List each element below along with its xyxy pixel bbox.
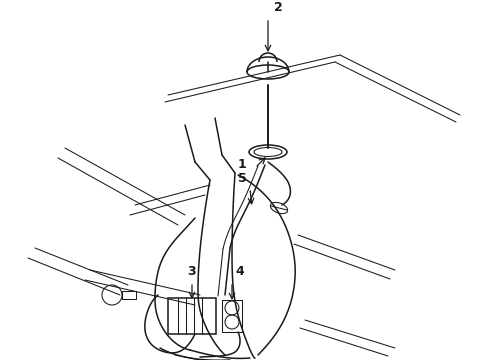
- Text: 3: 3: [187, 265, 196, 278]
- Text: 2: 2: [273, 1, 282, 14]
- Bar: [222, 300, 242, 332]
- Text: 4: 4: [235, 265, 244, 278]
- Text: 1: 1: [237, 158, 246, 171]
- Bar: [168, 298, 216, 334]
- Text: 5: 5: [237, 172, 246, 185]
- Bar: [122, 291, 136, 299]
